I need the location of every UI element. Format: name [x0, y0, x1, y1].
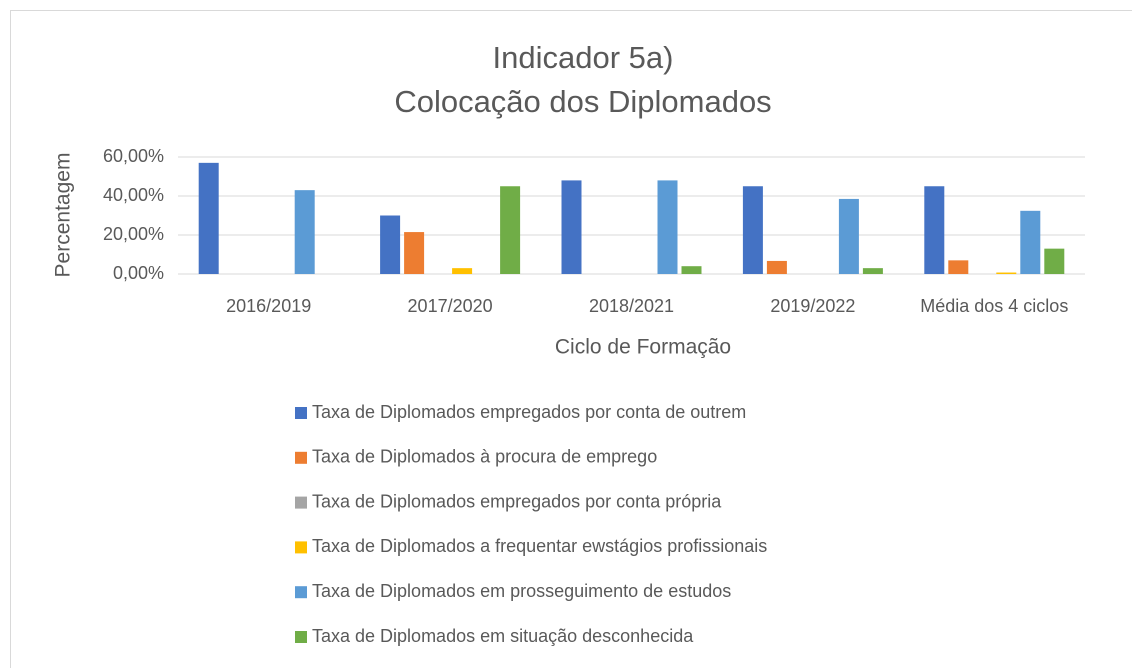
bar — [681, 266, 702, 274]
bar — [452, 268, 473, 274]
x-tick-label: Média dos 4 ciclos — [920, 296, 1068, 316]
bar — [838, 198, 859, 274]
bar — [948, 260, 969, 274]
bar — [500, 186, 521, 274]
x-axis-title: Ciclo de Formação — [555, 336, 731, 359]
legend-swatch — [295, 586, 307, 599]
y-tick-label: 20,00% — [103, 224, 164, 244]
bar — [924, 186, 945, 274]
x-tick-label: 2017/2020 — [408, 296, 493, 316]
bar — [561, 180, 582, 274]
bar — [404, 232, 425, 274]
legend-label: Taxa de Diplomados empregados por conta … — [312, 402, 746, 422]
chart-title: Indicador 5a) — [493, 40, 674, 75]
bar — [380, 215, 401, 274]
legend-label: Taxa de Diplomados à procura de emprego — [312, 447, 657, 467]
bar — [766, 260, 787, 274]
legend-label: Taxa de Diplomados em situação desconhec… — [312, 626, 694, 646]
legend-swatch — [295, 541, 307, 554]
y-tick-label: 0,00% — [113, 263, 164, 283]
chart-title: Colocação dos Diplomados — [394, 84, 771, 119]
x-tick-label: 2016/2019 — [226, 296, 311, 316]
legend-label: Taxa de Diplomados empregados por conta … — [312, 491, 722, 511]
bar — [657, 180, 678, 274]
y-axis-title: Percentagem — [52, 153, 75, 278]
legend-label: Taxa de Diplomados em prosseguimento de … — [312, 581, 731, 601]
bar — [294, 190, 315, 274]
bar — [862, 268, 883, 274]
legend-swatch — [295, 407, 307, 419]
bar — [1020, 210, 1041, 274]
bar — [742, 186, 763, 274]
legend-swatch — [295, 496, 307, 509]
bar — [996, 272, 1017, 274]
chart-frame — [10, 10, 1132, 668]
bar — [198, 162, 219, 274]
legend-label: Taxa de Diplomados a frequentar ewstágio… — [312, 536, 767, 556]
legend-swatch — [295, 451, 307, 464]
x-tick-label: 2019/2022 — [770, 296, 855, 316]
y-tick-label: 40,00% — [103, 185, 164, 205]
y-tick-label: 60,00% — [103, 146, 164, 166]
bar — [1044, 248, 1065, 274]
x-tick-label: 2018/2021 — [589, 296, 674, 316]
legend-swatch — [295, 631, 307, 643]
